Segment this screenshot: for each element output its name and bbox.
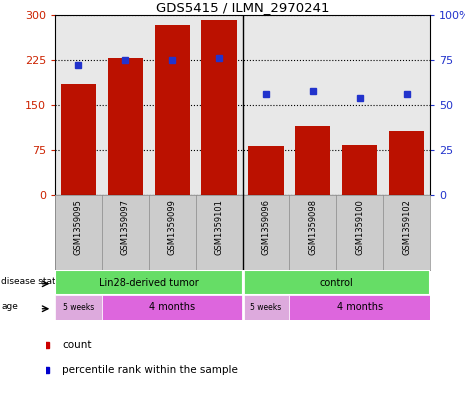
Text: GSM1359096: GSM1359096	[261, 199, 271, 255]
Text: 4 months: 4 months	[149, 303, 195, 312]
Text: Lin28-derived tumor: Lin28-derived tumor	[99, 277, 199, 288]
Bar	[102, 295, 243, 320]
Bar	[295, 126, 331, 195]
Text: 5 weeks: 5 weeks	[250, 303, 282, 312]
Bar	[289, 295, 430, 320]
Bar	[248, 146, 284, 195]
Text: control: control	[319, 277, 353, 288]
Title: GDS5415 / ILMN_2970241: GDS5415 / ILMN_2970241	[156, 1, 329, 14]
Bar	[342, 145, 377, 195]
Bar	[108, 58, 143, 195]
Text: disease state: disease state	[1, 277, 61, 286]
Bar	[154, 25, 190, 195]
Text: age: age	[1, 302, 18, 311]
Text: 4 months: 4 months	[337, 303, 383, 312]
Bar	[201, 20, 237, 195]
Text: GSM1359095: GSM1359095	[74, 199, 83, 255]
Text: GSM1359099: GSM1359099	[168, 199, 177, 255]
Text: GSM1359102: GSM1359102	[402, 199, 411, 255]
Text: GSM1359101: GSM1359101	[214, 199, 224, 255]
Bar	[243, 270, 430, 295]
Bar	[243, 295, 289, 320]
Bar	[61, 84, 96, 195]
Text: 5 weeks: 5 weeks	[63, 303, 94, 312]
Bar	[55, 270, 243, 295]
Text: count: count	[62, 340, 92, 350]
Bar	[389, 131, 424, 195]
Text: GSM1359098: GSM1359098	[308, 199, 317, 255]
Bar	[55, 295, 102, 320]
Text: percentile rank within the sample: percentile rank within the sample	[62, 365, 238, 375]
Text: GSM1359100: GSM1359100	[355, 199, 364, 255]
Text: GSM1359097: GSM1359097	[121, 199, 130, 255]
